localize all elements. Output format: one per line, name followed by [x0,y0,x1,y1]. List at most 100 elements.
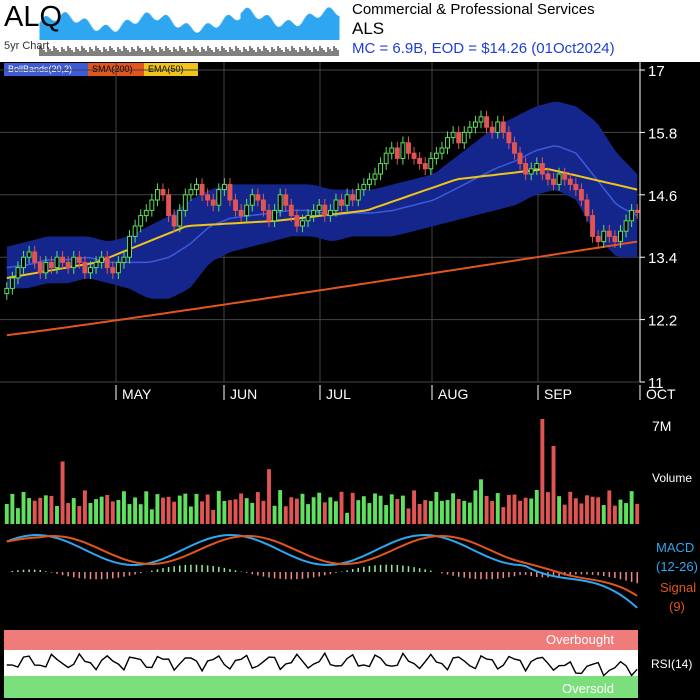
overbought-band [4,630,638,650]
volume-bar [562,504,567,524]
volume-bar [579,503,584,524]
volume-bar [328,497,333,524]
volume-bar [573,498,578,524]
candle-body [15,267,21,279]
volume-bar [439,500,444,524]
volume-bar [512,494,517,524]
volume-max-label: 7M [652,418,671,434]
bollinger-band [6,101,638,299]
candle-body [277,194,283,211]
candle-body [556,173,562,185]
volume-bar [155,494,160,524]
volume-bar [216,490,221,524]
macd-label: MACD [656,540,694,555]
candle-body [132,225,138,237]
candle-body [478,116,484,123]
candle-body [71,256,77,269]
candle-body [567,178,573,185]
month-label: OCT [646,386,676,402]
volume-bar [406,508,411,524]
candle-body [333,199,339,211]
candle-body [339,199,344,206]
volume-bar [116,499,121,524]
volume-bar [222,500,227,524]
candle-body [528,168,534,175]
volume-bar [110,501,115,524]
volume-bar [4,504,9,524]
volume-bar [15,508,20,524]
volume-bar [629,491,634,524]
volume-bar [66,503,71,524]
candle-body [584,199,590,217]
volume-bar [451,493,456,524]
candle-body [194,183,199,191]
volume-bar [345,512,350,524]
volume-bar [395,498,400,524]
volume-bars [4,419,640,524]
candle-body [327,209,333,217]
candle-body [422,163,428,170]
candle-body [37,261,43,274]
candle-body [249,194,255,206]
candle-body [104,256,110,269]
volume-bar [211,509,216,524]
volume-bar [373,493,377,524]
volume-bar [534,490,539,524]
candle-body [182,194,188,211]
volume-bar [133,497,138,524]
volume-bar [239,493,244,524]
candle-body [456,131,462,144]
price-tick-label: 14.6 [648,188,677,205]
price-tick-label: 15.8 [648,125,677,142]
volume-bar [105,494,110,524]
volume-bar [412,490,417,524]
candle-body [283,194,289,206]
macd-line [6,533,638,609]
volume-bar [283,506,288,524]
candle-body [411,152,417,159]
macd-params: (12-26) [656,559,698,574]
candle-body [221,183,227,191]
candle-body [21,256,26,269]
volume-bar [194,493,199,524]
candle-body [82,261,88,274]
candle-body [260,199,266,211]
volume-bar [495,493,500,524]
candle-body [316,204,322,211]
candle-body [88,267,93,274]
volume-bar [417,503,422,524]
candle-body [366,178,372,185]
signal-line [6,534,638,597]
volume-bar [27,498,32,524]
volume-bar [205,494,210,524]
candle-body [48,261,54,269]
volume-bar [322,502,327,524]
volume-bar [121,491,126,524]
candle-body [4,287,10,295]
volume-bar [311,497,316,524]
candle-body [110,267,116,274]
bollinger-mid-line [6,145,638,269]
volume-bar [635,503,640,524]
volume-bar [166,496,171,524]
month-axis: MAY JUN JUL AUG SEP OCT [115,385,676,402]
volume-bar [456,498,461,524]
candle-body [506,131,512,144]
candle-body [606,230,612,237]
volume-bar [177,495,182,524]
volume-bar [317,492,322,524]
volume-bar [361,496,366,524]
sma200-line [6,240,638,337]
candle-body [121,256,127,263]
market-info: MC = 6.9B, EOD = $14.26 (01Oct2024) [352,40,615,57]
volume-bar [501,507,506,524]
volume-bar [38,497,43,524]
candle-body [612,235,618,243]
volume-bar [428,501,433,524]
volume-bar [227,500,232,524]
candle-body [32,251,38,263]
candle-body [99,256,105,263]
overbought-label: Overbought [546,632,614,647]
candle-body [210,199,216,206]
